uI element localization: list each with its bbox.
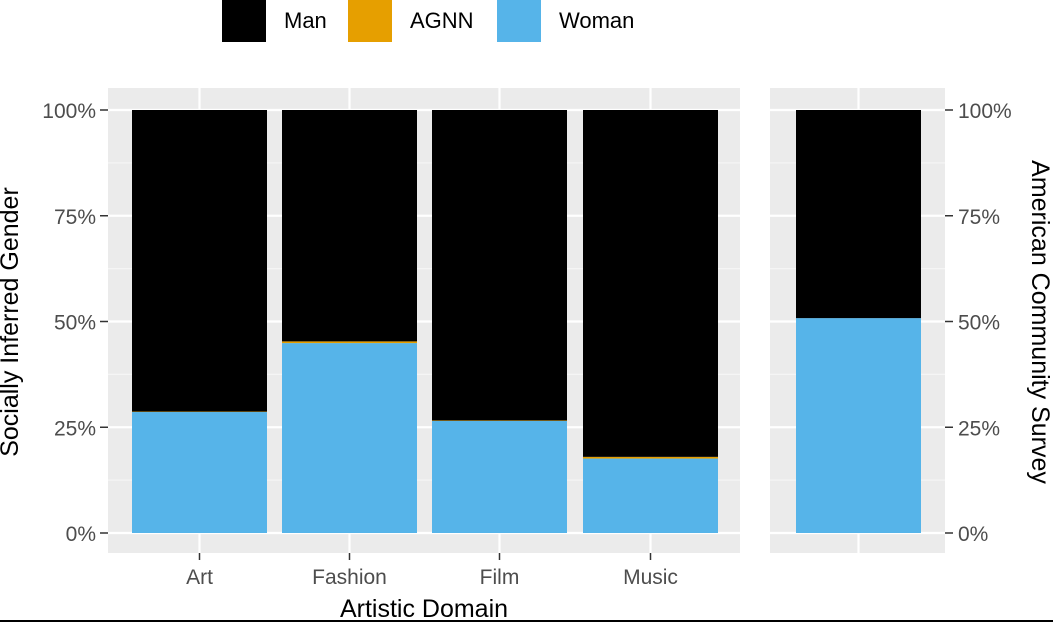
x-tick-label: Art xyxy=(186,566,213,589)
y-tick-label: 75% xyxy=(54,206,96,229)
y-tick-label: 0% xyxy=(66,523,96,546)
y-tick-label: 25% xyxy=(54,417,96,440)
legend-label-man: Man xyxy=(284,8,327,33)
y-tick-label-right: 0% xyxy=(958,523,988,546)
bar-music-agnn xyxy=(583,456,718,459)
bar-film-woman xyxy=(432,420,567,533)
bar-fashion-agnn xyxy=(282,341,417,344)
y-axis-title-right: American Community Survey xyxy=(1026,160,1053,484)
bar-music-man xyxy=(583,110,718,457)
y-tick-label-right: 100% xyxy=(958,100,1012,123)
bar-music-woman xyxy=(583,458,718,533)
bar-film-man xyxy=(432,110,567,421)
bar-fashion-man xyxy=(282,110,417,342)
legend-key-agnn xyxy=(348,0,392,42)
x-tick-label: Fashion xyxy=(312,566,387,589)
x-axis-title: Artistic Domain xyxy=(340,595,508,622)
legend-key-woman xyxy=(497,0,541,42)
bar-art-man xyxy=(132,110,267,412)
y-tick-label: 100% xyxy=(42,100,96,123)
y-tick-label-right: 75% xyxy=(958,206,1000,229)
bar-acs-woman xyxy=(796,318,921,533)
y-tick-label-right: 25% xyxy=(958,417,1000,440)
y-axis-title-left: Socially Inferred Gender xyxy=(0,187,24,457)
bar-acs-man xyxy=(796,110,921,319)
x-tick-label: Music xyxy=(623,566,678,589)
y-tick-label: 50% xyxy=(54,312,96,335)
legend-label-agnn: AGNN xyxy=(410,8,474,33)
y-tick-label-right: 50% xyxy=(958,312,1000,335)
legend-key-man xyxy=(222,0,266,42)
x-tick-label: Film xyxy=(480,566,520,589)
legend-label-woman: Woman xyxy=(559,8,634,33)
bar-fashion-woman xyxy=(282,343,417,533)
bar-art-woman xyxy=(132,412,267,533)
